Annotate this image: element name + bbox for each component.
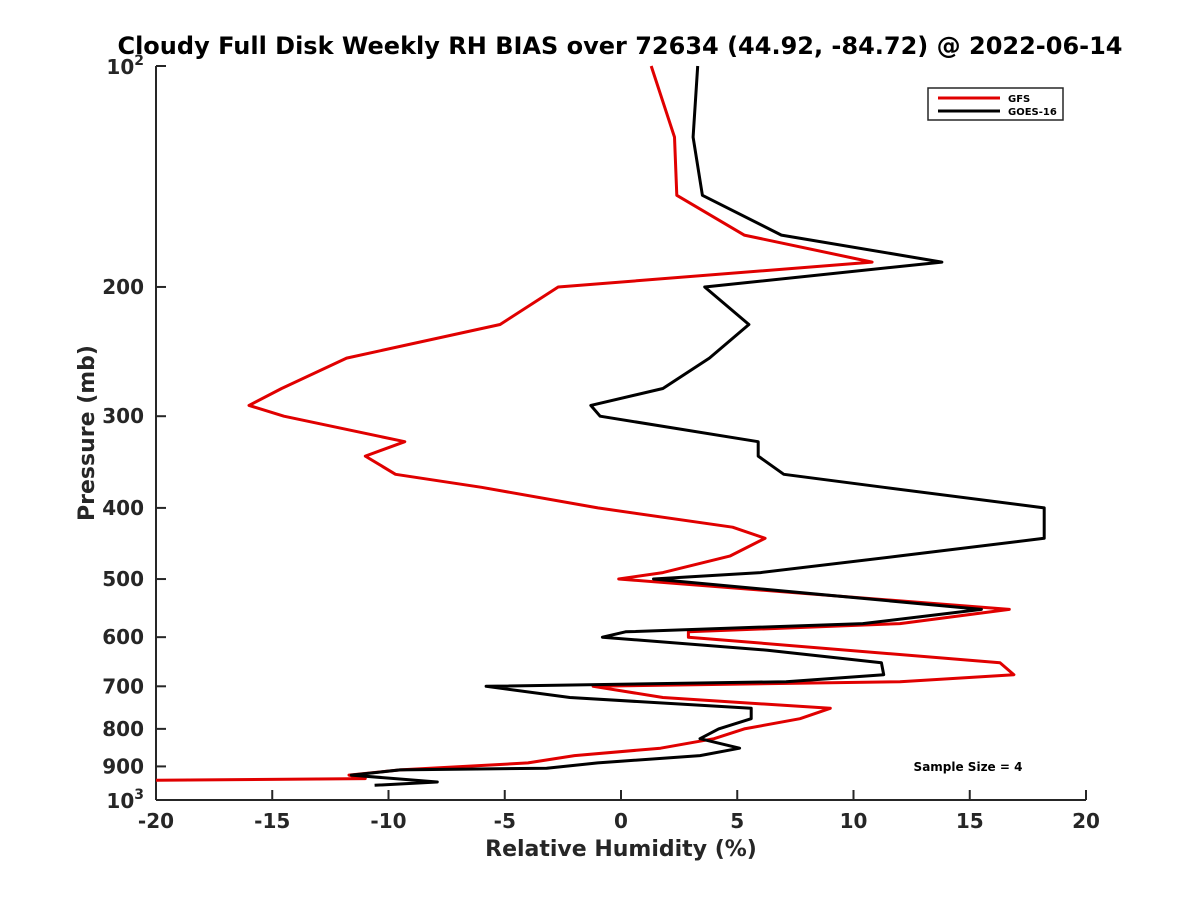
x-tick-label: 10 xyxy=(840,809,868,833)
x-tick-label: -20 xyxy=(138,809,174,833)
x-tick-label: 0 xyxy=(614,809,628,833)
y-axis-label: Pressure (mb) xyxy=(75,345,100,521)
plot-area: -20 -15 -10 -5 0 5 10 15 20 200 300 400 500 600 700 800… xyxy=(102,53,1100,833)
series-line-gfs xyxy=(155,65,1016,782)
x-tick-label: 15 xyxy=(956,809,984,833)
legend-box xyxy=(927,87,1064,121)
sample-size-annotation: Sample Size = 4 xyxy=(914,760,1023,774)
y-tick-label: 600 xyxy=(102,625,144,649)
x-axis-label: Relative Humidity (%) xyxy=(485,837,757,862)
y-tick-label-power: 103 xyxy=(106,787,144,813)
y-tick-label: 800 xyxy=(102,717,144,741)
x-tick-label: -15 xyxy=(254,809,290,833)
x-tick-label: 5 xyxy=(730,809,744,833)
x-tick-label: -5 xyxy=(494,809,516,833)
legend-label: GOES-16 xyxy=(1008,107,1057,118)
x-tick-label: -10 xyxy=(370,809,406,833)
y-tick-label: 700 xyxy=(102,674,144,698)
legend-label: GFS xyxy=(1008,94,1030,105)
series-line-goes-16 xyxy=(349,65,1046,787)
x-tick-label: 20 xyxy=(1072,809,1100,833)
y-tick-label: 300 xyxy=(102,404,144,428)
chart-title: Cloudy Full Disk Weekly RH BIAS over 726… xyxy=(117,32,1122,60)
y-tick-label: 500 xyxy=(102,567,144,591)
y-tick-label: 200 xyxy=(102,275,144,299)
y-tick-label: 900 xyxy=(102,754,144,778)
y-tick-label: 400 xyxy=(102,496,144,520)
y-tick-label-power: 102 xyxy=(106,53,144,79)
